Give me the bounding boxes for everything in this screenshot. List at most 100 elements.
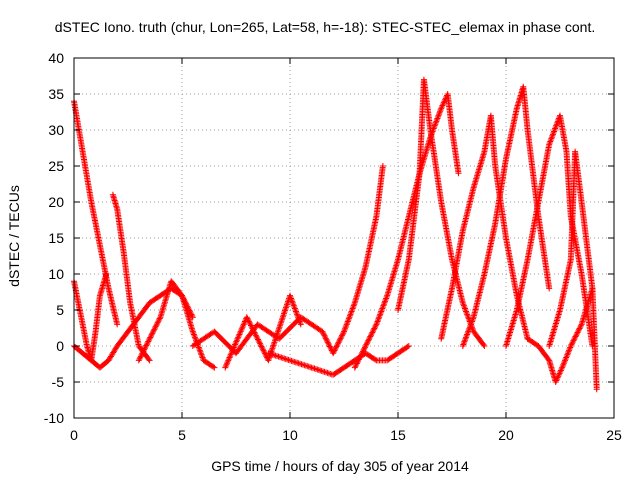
- data-point: [357, 353, 364, 360]
- data-point: [334, 342, 341, 349]
- data-point: [148, 331, 155, 338]
- data-point: [227, 351, 234, 358]
- data-point: [235, 332, 242, 339]
- data-point: [441, 98, 448, 105]
- data-point: [353, 361, 360, 368]
- data-point: [378, 307, 385, 313]
- data-series-13: [503, 112, 596, 349]
- data-point: [259, 346, 266, 353]
- data-point: [254, 335, 261, 342]
- data-point: [144, 339, 151, 346]
- data-point: [577, 324, 584, 331]
- data-point: [293, 309, 300, 316]
- data-point: [377, 311, 384, 318]
- y-tick-label: 0: [56, 338, 64, 354]
- data-point: [548, 134, 555, 141]
- data-point: [289, 299, 296, 306]
- data-point: [145, 338, 152, 345]
- data-point: [341, 328, 347, 335]
- data-point: [141, 345, 148, 352]
- y-tick-label: 25: [48, 158, 64, 174]
- data-point: [196, 345, 203, 352]
- x-tick-label: 25: [606, 427, 622, 443]
- data-point: [440, 99, 447, 106]
- data-point: [198, 353, 205, 360]
- data-point: [325, 340, 332, 347]
- data-point: [554, 374, 561, 381]
- data-point: [460, 340, 467, 347]
- data-point: [469, 317, 476, 324]
- data-point: [225, 357, 232, 364]
- data-point: [345, 315, 352, 322]
- data-point: [245, 318, 252, 325]
- data-point: [461, 305, 468, 312]
- data-point: [238, 325, 245, 332]
- y-tick-label: 35: [48, 86, 64, 102]
- data-point: [436, 109, 443, 116]
- x-tick-label: 10: [282, 427, 298, 443]
- data-point: [361, 345, 368, 352]
- data-series-10: [351, 91, 462, 371]
- data-point: [222, 363, 229, 370]
- data-point: [190, 331, 197, 338]
- data-point: [548, 135, 555, 142]
- data-point: [211, 364, 218, 371]
- data-point: [359, 348, 366, 355]
- data-point: [470, 315, 477, 322]
- data-point: [559, 363, 566, 370]
- data-point: [198, 351, 205, 358]
- y-tick-label: 40: [48, 50, 64, 66]
- data-point: [439, 102, 446, 109]
- data-point: [463, 334, 470, 341]
- data-point: [546, 139, 553, 146]
- data-point: [239, 324, 246, 331]
- data-point: [547, 137, 554, 144]
- data-point: [571, 334, 578, 341]
- data-point: [437, 108, 444, 115]
- data-point: [558, 366, 565, 373]
- data-point: [259, 344, 266, 351]
- data-point: [551, 127, 558, 133]
- data-point: [556, 370, 563, 377]
- x-tick-label: 20: [498, 427, 514, 443]
- data-point: [563, 353, 570, 360]
- data-point: [554, 118, 561, 125]
- data-point: [363, 340, 370, 347]
- data-point: [297, 319, 304, 326]
- data-point: [575, 326, 582, 333]
- data-point: [223, 361, 230, 368]
- data-point: [142, 343, 149, 350]
- data-point: [349, 305, 356, 312]
- data-point: [288, 296, 295, 303]
- data-point: [370, 326, 377, 333]
- data-point: [564, 351, 571, 358]
- data-point: [377, 309, 384, 316]
- data-point: [197, 348, 204, 355]
- data-point: [365, 336, 372, 343]
- data-point: [154, 320, 161, 327]
- data-point: [464, 330, 471, 337]
- data-point: [150, 327, 157, 334]
- data-point: [333, 343, 340, 350]
- data-point: [380, 302, 387, 309]
- data-point: [381, 299, 388, 306]
- data-point: [467, 321, 474, 328]
- data-point: [356, 355, 363, 362]
- data-point: [290, 302, 297, 309]
- data-point: [343, 322, 350, 329]
- data-point: [336, 336, 343, 343]
- data-point: [366, 334, 373, 341]
- data-point: [404, 343, 411, 350]
- data-point: [564, 350, 571, 357]
- data-point: [114, 321, 121, 328]
- data-point: [361, 344, 368, 351]
- data-point: [222, 364, 229, 371]
- data-point: [368, 332, 374, 339]
- data-point: [347, 311, 354, 318]
- data-series-12: [459, 83, 553, 349]
- data-point: [326, 342, 333, 349]
- data-point: [468, 319, 475, 326]
- y-tick-label: 15: [48, 230, 64, 246]
